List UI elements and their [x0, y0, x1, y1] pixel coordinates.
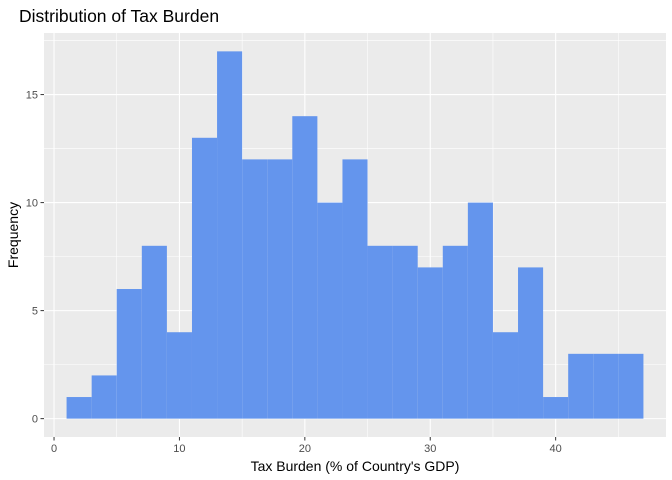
histogram-bar — [267, 159, 293, 419]
x-axis-ticks: 0 10 20 30 40 — [51, 437, 562, 455]
histogram-bar — [568, 353, 594, 419]
histogram-bar — [518, 267, 544, 419]
histogram-bar — [342, 159, 368, 419]
histogram-bar — [392, 245, 418, 419]
histogram-bar — [66, 397, 92, 419]
x-tick-label: 40 — [550, 443, 562, 455]
histogram-bar — [367, 245, 393, 419]
histogram-bar — [166, 332, 192, 419]
histogram-bar — [292, 116, 318, 419]
histogram-bar — [116, 289, 142, 419]
y-axis-ticks: 0 5 10 15 — [26, 90, 44, 426]
y-tick-label: 5 — [32, 306, 38, 318]
histogram-bar — [442, 245, 468, 419]
histogram-bar — [217, 51, 243, 419]
histogram-bar — [492, 332, 519, 419]
histogram-bar — [417, 267, 443, 419]
y-axis-title: Frequency — [5, 202, 21, 268]
y-tick-label: 10 — [26, 198, 38, 210]
chart-title: Distribution of Tax Burden — [19, 6, 219, 26]
y-tick-label: 15 — [26, 90, 38, 102]
histogram-bar — [91, 375, 117, 419]
x-tick-label: 30 — [424, 443, 436, 455]
histogram-bar — [543, 397, 569, 419]
histogram-bar — [317, 202, 343, 419]
histogram-bars — [66, 51, 644, 419]
x-tick-label: 0 — [51, 443, 57, 455]
histogram-bar — [242, 159, 268, 419]
histogram-bar — [618, 353, 644, 419]
x-tick-label: 20 — [299, 443, 311, 455]
x-tick-label: 10 — [173, 443, 185, 455]
histogram-bar — [467, 202, 493, 419]
histogram-bar — [593, 353, 619, 419]
y-tick-label: 0 — [32, 414, 38, 426]
histogram-bar — [141, 245, 167, 419]
x-axis-title: Tax Burden (% of Country's GDP) — [251, 458, 460, 474]
histogram-bar — [191, 137, 218, 419]
